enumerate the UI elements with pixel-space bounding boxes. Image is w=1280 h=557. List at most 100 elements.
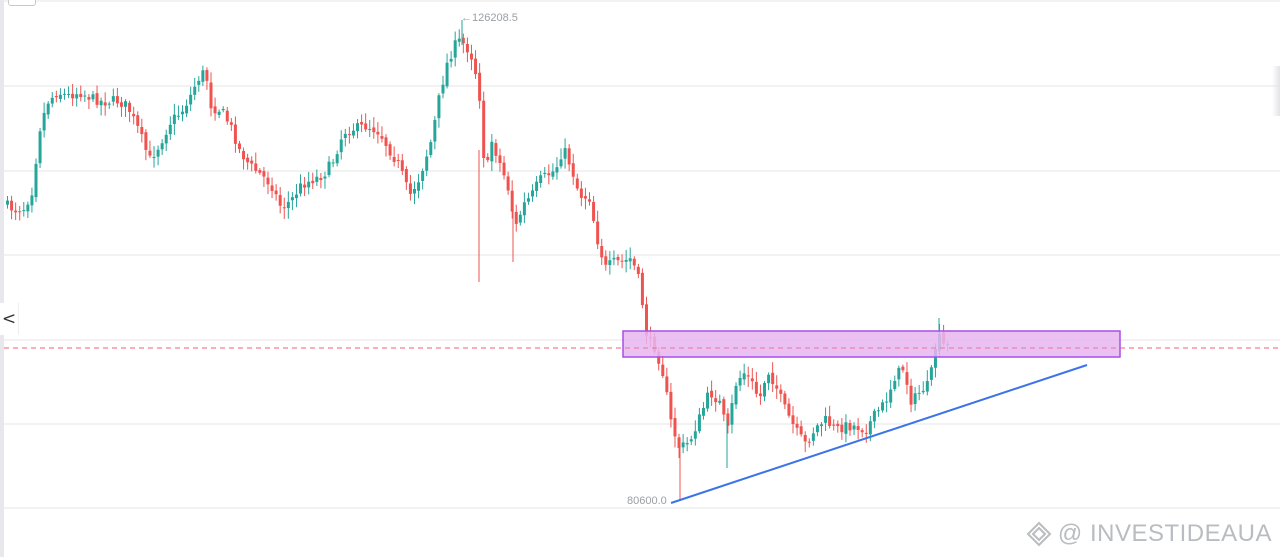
candle-body bbox=[815, 425, 819, 433]
candle-body bbox=[18, 211, 22, 213]
candle-body bbox=[384, 137, 388, 146]
candle-body bbox=[872, 410, 876, 422]
chevron-left-icon[interactable]: < bbox=[0, 303, 19, 335]
candle-body bbox=[775, 385, 779, 389]
candle-body bbox=[128, 102, 132, 112]
candle-body bbox=[856, 426, 860, 430]
candle-body bbox=[563, 148, 567, 159]
candle-body bbox=[689, 439, 693, 442]
candle-body bbox=[693, 431, 697, 439]
candle-body bbox=[921, 390, 925, 393]
candle-body bbox=[34, 163, 38, 198]
candle-body bbox=[579, 188, 583, 198]
candle-body bbox=[221, 108, 225, 111]
candle-body bbox=[368, 129, 372, 131]
candle-body bbox=[205, 70, 209, 81]
candle-body bbox=[408, 183, 412, 194]
candle-body bbox=[828, 416, 832, 426]
candle-body bbox=[254, 163, 258, 171]
candle-body bbox=[99, 100, 103, 106]
candle-body bbox=[75, 94, 79, 99]
candle-body bbox=[604, 256, 608, 265]
candle-body bbox=[738, 377, 742, 386]
candle-body bbox=[30, 195, 34, 206]
candle-body bbox=[311, 180, 315, 184]
candle-body bbox=[824, 415, 828, 423]
candle-body bbox=[600, 246, 604, 258]
candle-body bbox=[392, 157, 396, 162]
candle-body bbox=[860, 430, 864, 433]
candle-body bbox=[156, 149, 160, 157]
candle-body bbox=[404, 169, 408, 183]
candle-body bbox=[620, 260, 624, 262]
candle-body bbox=[351, 130, 355, 136]
logo-icon bbox=[1026, 521, 1052, 547]
candle-body bbox=[763, 382, 767, 397]
candle-body bbox=[282, 207, 286, 209]
candle-body bbox=[799, 426, 803, 435]
candle-body bbox=[535, 181, 539, 191]
arrow-left-icon: ← bbox=[461, 12, 472, 24]
candle-body bbox=[433, 119, 437, 142]
candle-body bbox=[95, 93, 99, 105]
candle-body bbox=[339, 139, 343, 153]
candle-body bbox=[925, 381, 929, 392]
candle-body bbox=[673, 418, 677, 437]
candle-body bbox=[233, 124, 237, 144]
candle-body bbox=[360, 122, 364, 125]
candle-body bbox=[685, 443, 689, 445]
candle-body bbox=[469, 53, 473, 60]
candle-body bbox=[750, 378, 754, 382]
candle-body bbox=[54, 96, 58, 98]
candle-body bbox=[185, 105, 189, 114]
candle-body bbox=[87, 97, 91, 100]
ascending-trendline bbox=[670, 364, 1088, 504]
candle-body bbox=[38, 131, 42, 164]
candle-body bbox=[274, 190, 278, 195]
candle-body bbox=[201, 70, 205, 82]
candle-body bbox=[588, 199, 592, 202]
candle-body bbox=[901, 366, 905, 371]
candle-body bbox=[510, 190, 514, 212]
candle-body bbox=[583, 196, 587, 199]
candle-body bbox=[742, 373, 746, 380]
candle-body bbox=[559, 159, 563, 167]
candle-body bbox=[209, 82, 213, 109]
candle-body bbox=[876, 410, 880, 412]
toolbar-corner-button[interactable] bbox=[8, 0, 36, 6]
candle-body bbox=[417, 182, 421, 191]
candle-body bbox=[771, 372, 775, 385]
candle-body bbox=[376, 131, 380, 135]
candle-body bbox=[868, 421, 872, 435]
candle-body bbox=[567, 148, 571, 165]
candle-body bbox=[396, 160, 400, 162]
candle-body bbox=[278, 195, 282, 206]
candle-body bbox=[6, 200, 9, 205]
candle-body bbox=[722, 399, 726, 415]
candle-body bbox=[628, 258, 632, 262]
candle-body bbox=[596, 221, 600, 245]
candle-body bbox=[323, 176, 327, 179]
candle-body bbox=[111, 96, 115, 102]
candle-body bbox=[917, 392, 921, 394]
candle-body bbox=[905, 372, 909, 385]
candle-body bbox=[343, 133, 347, 139]
candle-body bbox=[103, 102, 107, 106]
candle-body bbox=[482, 100, 486, 159]
candle-body bbox=[79, 93, 83, 98]
candle-body bbox=[181, 111, 185, 115]
candle-body bbox=[429, 142, 433, 156]
candle-body bbox=[543, 172, 547, 175]
candle-body bbox=[50, 97, 54, 104]
candle-body bbox=[897, 367, 901, 380]
candle-body bbox=[364, 123, 368, 130]
candle-body bbox=[575, 178, 579, 189]
candle-body bbox=[380, 136, 384, 139]
candle-body bbox=[514, 211, 518, 224]
candle-body bbox=[437, 95, 441, 119]
candle-body bbox=[107, 103, 111, 105]
candle-body bbox=[335, 154, 339, 164]
candle-body bbox=[933, 349, 937, 368]
